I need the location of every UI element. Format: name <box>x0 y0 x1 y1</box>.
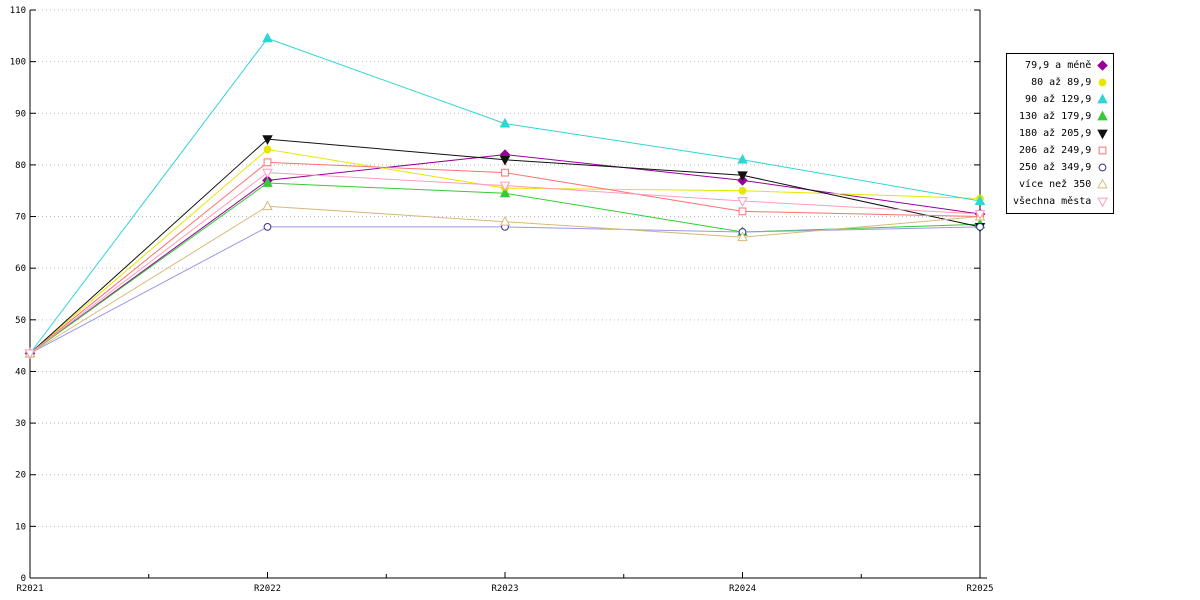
legend-item: 90 až 129,9 <box>1013 91 1109 108</box>
legend-label: 80 až 89,9 <box>1031 77 1092 88</box>
circle-marker-icon <box>263 145 272 154</box>
y-tick-label: 70 <box>15 213 26 223</box>
triangle-up-marker-icon <box>499 215 511 226</box>
triangle-down-marker-icon <box>499 155 511 166</box>
series-line <box>29 226 981 354</box>
triangle-down-marker-icon <box>1097 129 1109 140</box>
x-tick-label: R2024 <box>729 584 756 594</box>
legend-label: 206 až 249,9 <box>1019 145 1092 156</box>
y-tick-label: 20 <box>15 471 26 481</box>
legend-label: 79,9 a méně <box>1025 60 1092 71</box>
triangle-down-marker-icon <box>1097 197 1109 208</box>
legend-label: 250 až 349,9 <box>1019 162 1092 173</box>
triangle-down-marker-icon <box>262 135 273 145</box>
triangle-down-marker-icon <box>1097 129 1109 140</box>
diamond-marker-icon <box>1097 60 1109 71</box>
triangle-down-marker-icon <box>24 349 36 360</box>
legend-item: 206 až 249,9 <box>1013 142 1109 159</box>
circle-marker-icon <box>1098 78 1107 87</box>
y-tick-label: 60 <box>15 264 26 274</box>
triangle-up-marker-icon <box>1097 178 1109 189</box>
x-tick-label: R2022 <box>254 584 281 594</box>
triangle-down-marker-icon <box>262 168 273 179</box>
y-tick-label: 50 <box>15 316 26 326</box>
y-tick-label: 0 <box>21 574 26 584</box>
legend-label: všechna města <box>1013 196 1092 207</box>
triangle-up-marker-icon <box>262 177 273 187</box>
triangle-up-marker-icon <box>1097 93 1109 104</box>
legend-label: 180 až 205,9 <box>1019 128 1092 139</box>
triangle-up-marker-icon <box>974 195 986 205</box>
triangle-up-marker-icon <box>1097 110 1109 121</box>
triangle-up-marker-icon <box>262 200 273 211</box>
triangle-down-marker-icon <box>737 197 748 207</box>
y-tick-label: 100 <box>10 58 26 68</box>
x-tick-label: R2023 <box>491 584 518 594</box>
series-line <box>29 182 981 354</box>
circle-marker-icon <box>976 222 984 231</box>
triangle-up-marker-icon <box>1097 93 1109 104</box>
x-tick-label: R2025 <box>966 584 993 594</box>
triangle-down-marker-icon <box>737 171 748 182</box>
y-tick-label: 90 <box>15 109 26 119</box>
square-marker-icon <box>263 158 272 167</box>
legend-label: 90 až 129,9 <box>1025 94 1092 105</box>
triangle-down-marker-icon <box>1097 197 1109 208</box>
circle-marker-icon <box>738 186 747 195</box>
triangle-up-marker-icon <box>1097 178 1109 189</box>
square-marker-icon <box>1098 146 1107 155</box>
series-line <box>29 172 981 354</box>
y-tick-label: 10 <box>15 522 26 532</box>
legend-item: 79,9 a méně <box>1013 57 1109 74</box>
square-marker-icon <box>501 168 509 177</box>
legend-label: více než 350 <box>1019 179 1092 190</box>
y-tick-label: 30 <box>15 419 26 429</box>
legend: 79,9 a méně 80 až 89,9 90 až 129,9 130 až 1… <box>1006 53 1115 214</box>
x-tick-label: R2021 <box>16 584 43 594</box>
circle-marker-icon <box>1098 163 1107 172</box>
circle-marker-icon <box>1098 78 1107 87</box>
circle-marker-icon <box>263 222 272 231</box>
triangle-up-marker-icon <box>1097 110 1109 121</box>
legend-item: 250 až 349,9 <box>1013 159 1109 176</box>
triangle-up-marker-icon <box>499 187 511 198</box>
legend-label: 130 až 179,9 <box>1019 111 1092 122</box>
y-tick-label: 40 <box>15 367 26 377</box>
triangle-down-marker-icon <box>499 181 511 192</box>
square-marker-icon <box>738 207 747 216</box>
square-marker-icon <box>1098 146 1107 155</box>
legend-item: 80 až 89,9 <box>1013 74 1109 91</box>
triangle-up-marker-icon <box>262 32 273 43</box>
y-tick-label: 80 <box>15 161 26 171</box>
triangle-up-marker-icon <box>499 117 511 128</box>
circle-marker-icon <box>1098 163 1107 172</box>
y-tick-label: 110 <box>10 6 26 16</box>
triangle-up-marker-icon <box>737 231 748 242</box>
legend-item: 180 až 205,9 <box>1013 125 1109 142</box>
triangle-down-marker-icon <box>974 210 986 220</box>
legend-item: 130 až 179,9 <box>1013 108 1109 125</box>
diamond-marker-icon <box>1097 60 1109 71</box>
legend-item: všechna města <box>1013 193 1109 210</box>
legend-item: více než 350 <box>1013 176 1109 193</box>
triangle-up-marker-icon <box>737 153 748 164</box>
